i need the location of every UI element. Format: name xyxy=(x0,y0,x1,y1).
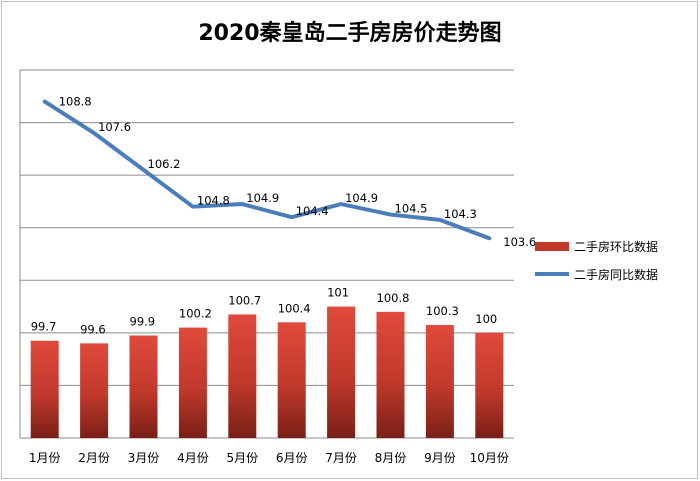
x-tick-5: 5月份 xyxy=(226,451,258,465)
bar-1 xyxy=(30,340,59,438)
line-label-9: 104.3 xyxy=(444,207,477,221)
bar-label-3: 99.9 xyxy=(130,314,156,328)
line-label-2: 107.6 xyxy=(98,120,131,134)
line-label-1: 108.8 xyxy=(59,95,92,109)
bar-5 xyxy=(228,314,257,438)
line-point-8 xyxy=(390,214,391,216)
line-label-10: 103.6 xyxy=(503,235,536,249)
bar-label-5: 100.7 xyxy=(228,293,261,307)
legend: 二手房环比数据 二手房同比数据 xyxy=(535,239,658,282)
x-tick-9: 9月份 xyxy=(424,451,456,465)
bar-6 xyxy=(277,322,306,438)
bar-9 xyxy=(425,324,454,438)
line-point-7 xyxy=(340,203,342,205)
line-label-4: 104.8 xyxy=(197,194,230,208)
bar-3 xyxy=(129,335,158,438)
line-point-4 xyxy=(192,206,194,208)
line-point-10 xyxy=(488,237,490,239)
x-tick-4: 4月份 xyxy=(177,451,209,465)
legend-label-bar: 二手房环比数据 xyxy=(574,239,658,254)
x-tick-8: 8月份 xyxy=(375,451,407,465)
line-label-6: 104.4 xyxy=(296,204,329,218)
bar-label-9: 100.3 xyxy=(426,304,459,318)
x-tick-6: 6月份 xyxy=(276,451,308,465)
line-point-3 xyxy=(143,169,144,171)
bar-label-4: 100.2 xyxy=(179,307,212,321)
bar-label-8: 100.8 xyxy=(377,291,410,305)
x-tick-3: 3月份 xyxy=(128,451,160,465)
line-data-labels: 108.8 107.6 106.2 104.8 104.9 104.4 104.9 104.5… xyxy=(59,95,537,250)
line-point-5 xyxy=(241,203,243,205)
x-axis-tick-labels: 1月份 2月份 3月份 4月份 5月份 6月份 7月份 8月份 9月份 10月份 xyxy=(29,451,509,465)
bar-2 xyxy=(80,343,109,438)
bar-label-6: 100.4 xyxy=(278,301,311,315)
line-path xyxy=(42,99,492,241)
x-tick-10: 10月份 xyxy=(470,451,509,465)
x-tick-2: 2月份 xyxy=(78,451,110,465)
legend-swatch-bar xyxy=(535,242,569,251)
line-point-6 xyxy=(291,216,293,218)
line-label-8: 104.5 xyxy=(395,202,428,216)
bar-7 xyxy=(327,306,356,438)
line-label-3: 106.2 xyxy=(148,157,181,171)
line-series xyxy=(42,99,492,241)
line-label-5: 104.9 xyxy=(246,191,279,205)
bar-series xyxy=(30,306,504,438)
line-point-9 xyxy=(439,219,441,221)
line-point-1 xyxy=(44,101,46,103)
chart-title: 2020秦皇岛二手房房价走势图 xyxy=(198,20,501,46)
line-point-2 xyxy=(93,132,95,134)
legend-label-line: 二手房同比数据 xyxy=(574,267,658,282)
bar-label-7: 101 xyxy=(327,286,349,300)
bar-label-1: 99.7 xyxy=(31,320,57,334)
bar-8 xyxy=(376,311,405,438)
bar-10 xyxy=(475,332,504,438)
bar-label-2: 99.6 xyxy=(80,322,106,336)
x-tick-7: 7月份 xyxy=(325,451,357,465)
bar-data-labels: 99.7 99.6 99.9 100.2 100.7 100.4 101 100.8 100.3… xyxy=(31,286,498,337)
bar-4 xyxy=(178,327,207,438)
x-tick-1: 1月份 xyxy=(29,451,61,465)
bar-label-10: 100 xyxy=(475,312,497,326)
line-label-7: 104.9 xyxy=(345,191,378,205)
